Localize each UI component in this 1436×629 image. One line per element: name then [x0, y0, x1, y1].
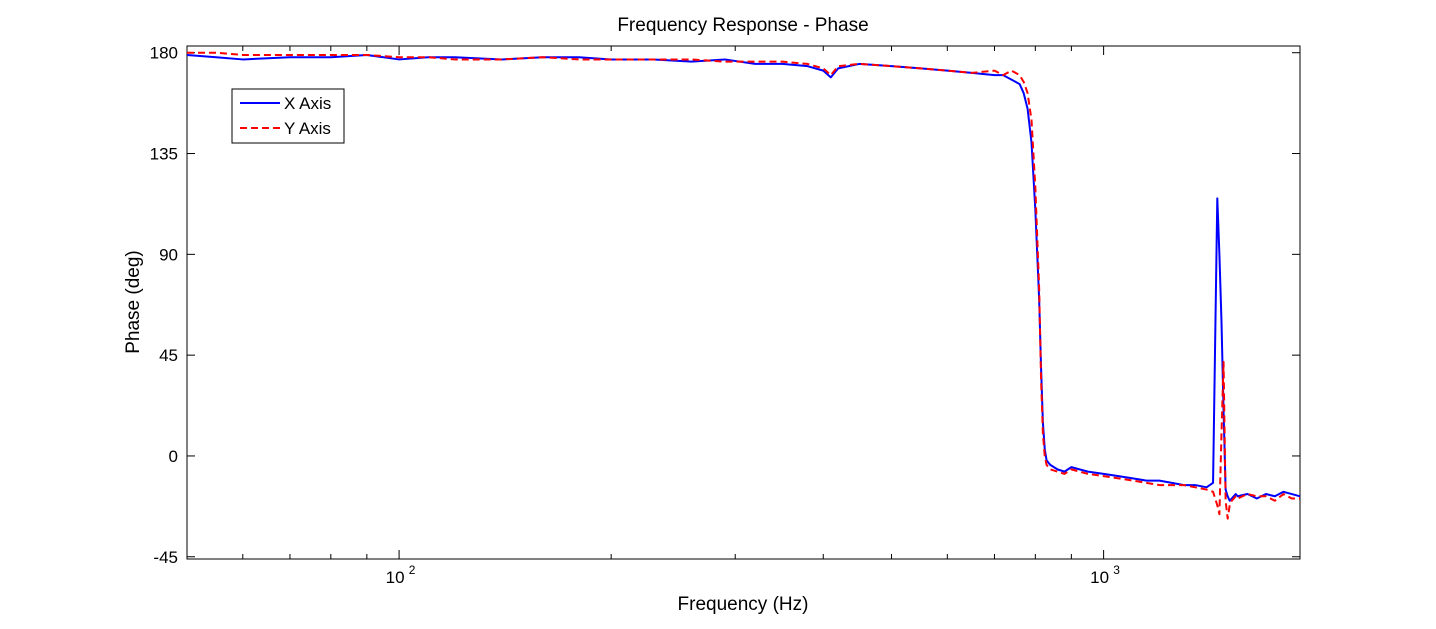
series-line-y-axis: [187, 51, 1300, 520]
x-tick-label: 10: [386, 568, 405, 587]
y-tick-labels: 180 135 90 45 0 -45: [150, 44, 178, 567]
plot-frame: [186, 45, 1301, 560]
series-layer: [186, 51, 1301, 520]
legend: X Axis Y Axis: [231, 88, 345, 144]
x-tick-exponent: 2: [409, 563, 416, 577]
x-tick-exponent: 3: [1113, 563, 1120, 577]
x-axis-label: Frequency (Hz): [678, 594, 809, 615]
x-tick-label: 10: [1090, 568, 1109, 587]
y-axis-label: Phase (deg): [123, 250, 144, 354]
y-tick-label: 135: [150, 145, 178, 164]
y-tick-label: 180: [150, 44, 178, 63]
y-tick-label: 90: [159, 245, 178, 264]
x-tick-labels: 10 2 10 3: [386, 563, 1121, 587]
legend-label-x-axis: X Axis: [284, 94, 331, 113]
y-tick-label: -45: [153, 548, 178, 567]
legend-label-y-axis: Y Axis: [284, 119, 331, 138]
y-tick-label: 45: [159, 346, 178, 365]
legend-box: [231, 88, 345, 144]
axis-ticks: [186, 46, 1300, 559]
plot-area: [186, 45, 1301, 560]
y-tick-label: 0: [169, 447, 178, 466]
chart-title: Frequency Response - Phase: [617, 15, 868, 36]
